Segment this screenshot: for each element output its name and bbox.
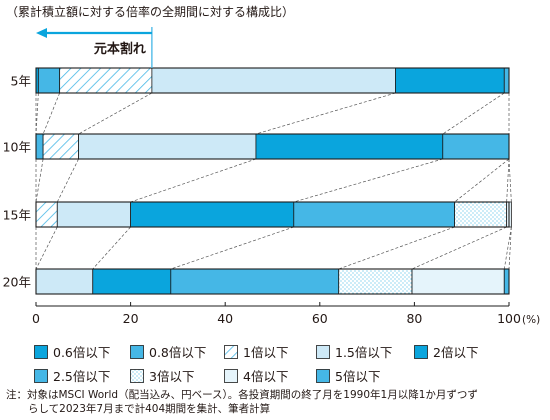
y-label-2: 15年 [3,208,31,223]
stacked-bar-chart: 5年 10年 15年 20年 0 20 40 60 80 100 (%) 元本割れ [3,27,540,326]
connector-line-1-8 [508,158,512,203]
x-tick-label-1: 20 [123,311,139,326]
legend-item-1: 0.8倍以下 [130,342,206,361]
connector-line-2-5 [170,226,294,270]
legend-item-7: 4倍以下 [224,366,288,385]
connector-line-1-2 [35,158,44,203]
bar-outline-1 [35,133,510,160]
connector-line-0-1 [35,92,39,135]
legend-item-5: 2.5倍以下 [34,366,110,385]
chart-subtitle: （累計積立額に対する倍率の全期間に対する構成比） [6,5,295,19]
bar-segment-1-1 [35,133,44,160]
footnote: 注：対象はMSCI World（配当込み、円ベース）。各投資期間の終了月を199… [6,388,478,416]
bar-segment-1-4 [255,133,444,160]
connector-lines [35,92,512,270]
bar-segment-3-4 [92,268,172,295]
bar-outline-3 [35,268,510,295]
bar-segment-3-6 [338,268,413,295]
legend-label-8: 5倍以下 [335,369,381,384]
y-label-0: 5年 [11,74,31,89]
connector-line-2-8 [503,226,512,270]
legend-swatch-6 [130,368,144,383]
loss-arrow-head [36,28,47,38]
x-tick-label-4: 80 [406,311,422,326]
loss-annotation: 元本割れ [36,27,153,68]
y-axis-labels: 5年 10年 15年 20年 [3,74,31,290]
legend-item-2: 1倍以下 [224,342,288,361]
connector-line-0-2 [42,92,60,135]
bar-segment-1-3 [78,133,257,160]
legend-swatch-5 [34,368,48,383]
legend-label-1: 0.8倍以下 [149,345,207,360]
legend-item-4: 2倍以下 [414,342,478,361]
bar-segment-1-5 [442,133,510,160]
note-prefix: 注： [6,389,27,401]
bar-segment-3-5 [170,268,340,295]
legend-swatch-3 [316,344,330,359]
x-tick-label-0: 0 [32,311,40,326]
connector-line-1-3 [56,158,79,203]
bar-segment-3-3 [35,268,94,295]
connector-line-2-7 [411,226,507,270]
bar-segment-0-5 [503,67,510,94]
legend-label-5: 2.5倍以下 [53,369,111,384]
bar-segment-2-3 [56,201,132,228]
legend-swatch-7 [224,368,238,383]
bars [35,67,512,295]
connector-line-2-9 [508,226,512,270]
y-label-1: 10年 [3,140,31,155]
connector-line-1-6 [454,158,510,203]
connector-line-1-5 [293,158,443,203]
bar-segment-2-2 [35,201,58,228]
legend-label-4: 2倍以下 [433,345,479,360]
legend-swatch-4 [414,344,428,359]
bar-segment-0-1 [37,67,61,94]
connector-line-0-5 [442,92,505,135]
connector-line-0-3 [78,92,153,135]
connector-line-2-6 [338,226,455,270]
connector-line-2-3 [35,226,58,270]
legend-item-3: 1.5倍以下 [316,342,392,361]
bar-segment-0-4 [395,67,505,94]
legend-swatch-1 [130,344,144,359]
bar-segment-2-6 [454,201,508,228]
legend-swatch-8 [316,368,330,383]
x-tick-label-5: 100 [497,311,521,326]
bar-outline-2 [35,201,510,228]
legend-swatch-2 [224,344,238,359]
y-label-3: 20年 [3,275,31,290]
legend-label-6: 3倍以下 [149,369,195,384]
connector-line-2-4 [92,226,131,270]
bar-segment-3-7 [411,268,505,295]
bar-segment-0-3 [151,67,396,94]
legend-item-0: 0.6倍以下 [34,342,110,361]
legend-item-6: 3倍以下 [130,366,194,385]
legend-label-0: 0.6倍以下 [53,345,111,360]
loss-label: 元本割れ [94,41,146,57]
legend-label-7: 4倍以下 [243,369,289,384]
legend-label-2: 1倍以下 [243,345,289,360]
bar-segment-0-2 [59,67,153,94]
bar-segment-1-2 [42,133,79,160]
bar-outline-0 [35,67,510,94]
legend-label-3: 1.5倍以下 [335,345,393,360]
x-axis: 0 20 40 60 80 100 (%) [32,302,540,326]
bar-segment-3-8 [503,268,510,295]
legend-swatch-0 [34,344,48,359]
note-line-1: 対象はMSCI World（配当込み、円ベース）。各投資期間の終了月を1990年… [27,389,478,401]
bar-segment-2-5 [293,201,456,228]
note-line-2: らして2023年7月まで計404期間を集計、筆者計算 [28,403,271,415]
connector-line-1-7 [506,158,510,203]
connector-line-0-4 [255,92,396,135]
x-unit-label: (%) [522,314,540,326]
x-tick-label-2: 40 [217,311,233,326]
x-tick-label-3: 60 [312,311,328,326]
bar-segment-2-4 [130,201,295,228]
legend-item-8: 5倍以下 [316,366,380,385]
connector-line-1-4 [130,158,257,203]
